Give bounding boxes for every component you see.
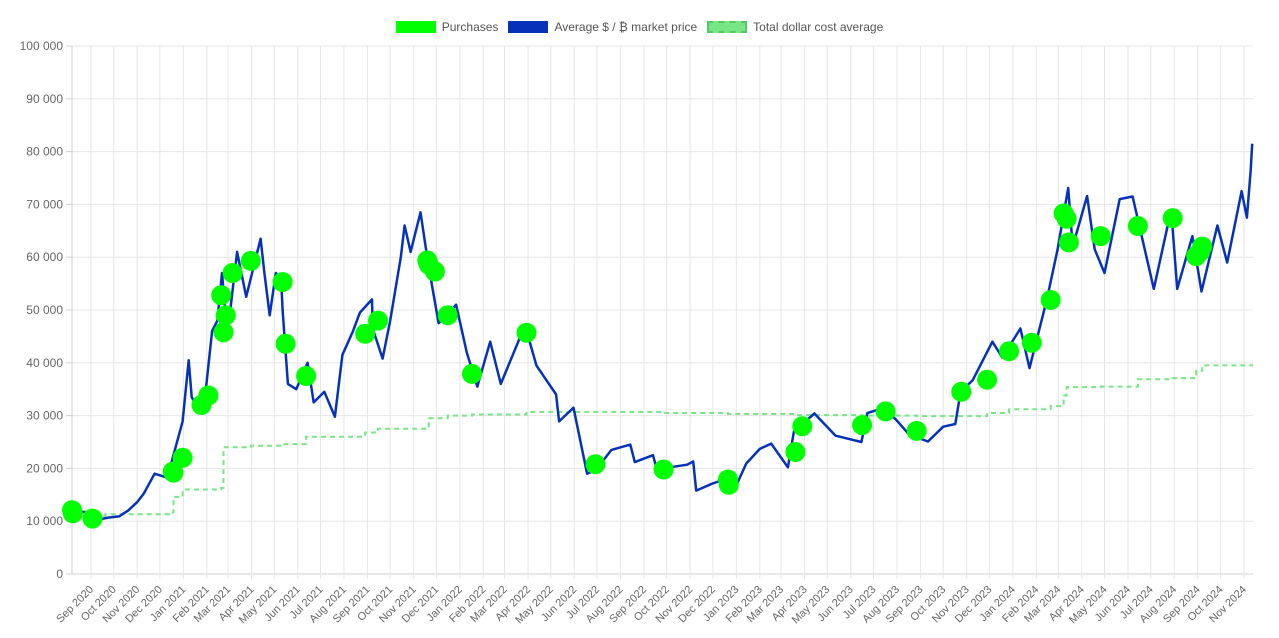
series-total-dca [72, 364, 1253, 517]
purchase-point [213, 322, 234, 343]
purchase-point [852, 415, 873, 436]
purchase-point [1127, 216, 1148, 236]
purchase-point [1056, 208, 1077, 229]
purchase-point [215, 305, 236, 326]
y-tick-label: 50 000 [26, 303, 63, 317]
purchase-point [653, 459, 674, 480]
purchase-point [585, 454, 606, 475]
gridlines [72, 45, 1253, 579]
purchase-point [62, 503, 83, 524]
purchase-point [275, 333, 296, 354]
purchase-point [368, 310, 388, 331]
y-tick-label: 90 000 [26, 92, 63, 106]
purchase-point [718, 474, 739, 495]
purchase-point [1040, 290, 1061, 310]
purchase-point [462, 363, 482, 384]
purchase-point [211, 285, 232, 306]
legend-label-dca: Total dollar cost average [753, 20, 884, 34]
purchase-point [240, 250, 261, 271]
purchase-point [1192, 236, 1213, 257]
legend-item-market-price[interactable]: Average $ / ₿ market price [508, 20, 697, 34]
y-tick-label: 80 000 [26, 145, 63, 159]
purchase-point [355, 323, 376, 344]
purchase-point [1162, 208, 1183, 229]
legend-label-market-price: Average $ / ₿ market price [554, 20, 698, 34]
purchase-point [792, 416, 813, 437]
legend: Purchases Average $ / ₿ market price Tot… [0, 20, 1279, 34]
y-axis: 0 10 000 20 000 30 000 40 000 50 000 60 000 70 … [20, 39, 73, 581]
purchase-point [82, 508, 103, 529]
y-tick-label: 0 [56, 567, 63, 581]
purchase-point [1090, 226, 1111, 247]
purchase-point [198, 385, 219, 406]
purchase-point [163, 462, 184, 483]
legend-swatch-dca [707, 21, 748, 33]
legend-swatch-market-price [508, 21, 549, 33]
series-purchases [62, 203, 1213, 529]
purchase-point [999, 341, 1020, 362]
y-tick-label: 30 000 [26, 409, 63, 423]
y-tick-label: 60 000 [26, 250, 63, 264]
purchase-point [172, 447, 193, 468]
purchase-point [272, 272, 293, 292]
purchase-point [424, 261, 445, 282]
y-tick-label: 40 000 [26, 356, 63, 370]
purchase-point [875, 401, 896, 422]
legend-swatch-purchases [395, 21, 436, 33]
purchase-point [977, 369, 998, 390]
purchase-point [951, 381, 972, 402]
legend-label-purchases: Purchases [441, 20, 499, 34]
legend-item-purchases[interactable]: Purchases [395, 20, 499, 34]
y-tick-label: 100 000 [20, 39, 64, 53]
purchase-point [1021, 332, 1042, 353]
purchase-point [516, 322, 537, 343]
purchase-point [785, 442, 806, 462]
y-tick-label: 70 000 [26, 197, 63, 211]
y-tick-label: 10 000 [26, 514, 63, 528]
dca-line [72, 364, 1253, 517]
purchase-point [906, 420, 927, 441]
y-tick-label: 20 000 [26, 461, 63, 475]
purchase-point [296, 366, 317, 386]
purchase-point [222, 263, 243, 283]
purchase-point [437, 305, 458, 326]
legend-item-dca[interactable]: Total dollar cost average [707, 20, 883, 34]
purchase-point [1058, 232, 1079, 253]
